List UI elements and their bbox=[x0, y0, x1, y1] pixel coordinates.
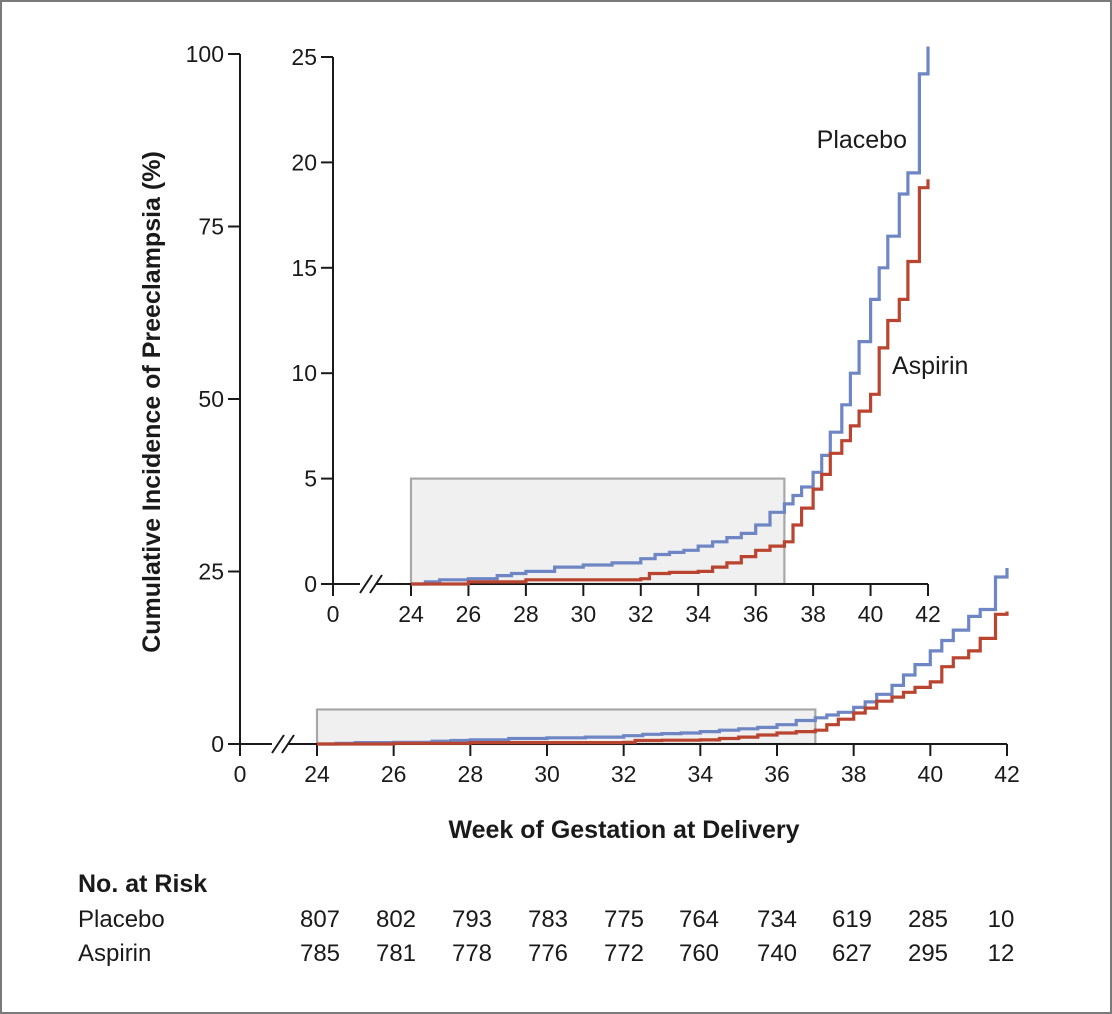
main-x-tick-label: 32 bbox=[611, 761, 637, 787]
risk-value-aspirin: 740 bbox=[757, 940, 797, 967]
risk-value-placebo: 783 bbox=[528, 906, 568, 933]
inset-x-tick-label: 36 bbox=[743, 601, 769, 627]
risk-value-aspirin: 627 bbox=[832, 940, 872, 967]
main-x-tick-label: 34 bbox=[688, 761, 714, 787]
inset-x-tick-label: 38 bbox=[800, 601, 826, 627]
risk-value-aspirin: 776 bbox=[528, 940, 568, 967]
risk-value-placebo: 10 bbox=[988, 906, 1015, 933]
main-series-aspirin bbox=[317, 611, 1009, 746]
inset-y-tick-label: 5 bbox=[304, 466, 317, 492]
risk-value-placebo: 775 bbox=[604, 906, 644, 933]
risk-value-aspirin: 778 bbox=[452, 940, 492, 967]
risk-values: 807 802 793 783 775 764 734 619 285 10 785 781 778 77… bbox=[300, 906, 1014, 967]
risk-row-label-placebo: Placebo bbox=[78, 906, 165, 933]
inset-x-tick-label: 24 bbox=[398, 601, 424, 627]
risk-value-aspirin: 295 bbox=[908, 940, 948, 967]
aspirin-annotation: Aspirin bbox=[892, 352, 968, 380]
main-x-tick-label: 36 bbox=[764, 761, 790, 787]
main-x-tick-label: 28 bbox=[458, 761, 484, 787]
risk-row-label-aspirin: Aspirin bbox=[78, 940, 151, 967]
main-x-tick-label: 38 bbox=[841, 761, 867, 787]
inset-series-aspirin bbox=[411, 179, 930, 586]
main-x-tick-label: 30 bbox=[534, 761, 560, 787]
main-y-tick-label: 0 bbox=[211, 731, 224, 757]
x-axis-title: Week of Gestation at Delivery bbox=[448, 816, 799, 844]
main-x-tick-label: 26 bbox=[381, 761, 407, 787]
inset-y-tick-label: 10 bbox=[291, 360, 317, 386]
main-x-tick-label: 0 bbox=[234, 761, 247, 787]
inset-x-tick-label: 32 bbox=[628, 601, 654, 627]
inset-plot: 0 5 10 15 20 25 0 24 26 28 30 32 34 36 38 40 42 Placebo As… bbox=[291, 44, 968, 627]
risk-value-placebo: 807 bbox=[300, 906, 340, 933]
inset-y-tick-label: 25 bbox=[291, 44, 317, 70]
risk-value-placebo: 764 bbox=[679, 906, 719, 933]
inset-x-tick-label: 42 bbox=[915, 601, 941, 627]
risk-value-placebo: 734 bbox=[757, 906, 797, 933]
risk-table: No. at Risk Placebo Aspirin 807 802 793 783… bbox=[78, 870, 1014, 967]
main-y-tick-label: 100 bbox=[186, 41, 224, 67]
inset-series-placebo bbox=[411, 46, 930, 586]
main-x-tick-label: 24 bbox=[304, 761, 330, 787]
inset-y-tick-label: 0 bbox=[304, 571, 317, 597]
inset-y-tick-label: 15 bbox=[291, 255, 317, 281]
main-y-tick-label: 75 bbox=[198, 214, 224, 240]
main-x-tick-label: 40 bbox=[918, 761, 944, 787]
placebo-annotation: Placebo bbox=[817, 126, 907, 154]
main-axis-break-mark bbox=[271, 734, 285, 754]
risk-value-aspirin: 785 bbox=[300, 940, 340, 967]
inset-x-tick-label: 34 bbox=[685, 601, 711, 627]
main-series-placebo bbox=[317, 568, 1009, 746]
inset-x-tick-label: 30 bbox=[571, 601, 597, 627]
inset-axis-break-mark bbox=[359, 574, 373, 594]
inset-x-tick-label: 28 bbox=[513, 601, 539, 627]
risk-value-aspirin: 760 bbox=[679, 940, 719, 967]
main-y-tick-label: 25 bbox=[198, 559, 224, 585]
inset-y-tick-label: 20 bbox=[291, 149, 317, 175]
main-y-tick-label: 50 bbox=[198, 386, 224, 412]
y-axis-title: Cumulative Incidence of Preeclampsia (%) bbox=[138, 151, 166, 653]
risk-value-placebo: 793 bbox=[452, 906, 492, 933]
inset-x-tick-label: 40 bbox=[858, 601, 884, 627]
risk-value-aspirin: 781 bbox=[376, 940, 416, 967]
risk-table-title: No. at Risk bbox=[78, 870, 207, 898]
risk-value-placebo: 285 bbox=[908, 906, 948, 933]
risk-value-placebo: 802 bbox=[376, 906, 416, 933]
main-x-tick-label: 42 bbox=[994, 761, 1020, 787]
risk-value-placebo: 619 bbox=[832, 906, 872, 933]
inset-x-tick-label: 0 bbox=[327, 601, 340, 627]
risk-value-aspirin: 772 bbox=[604, 940, 644, 967]
inset-x-tick-label: 26 bbox=[456, 601, 482, 627]
risk-value-aspirin: 12 bbox=[988, 940, 1015, 967]
